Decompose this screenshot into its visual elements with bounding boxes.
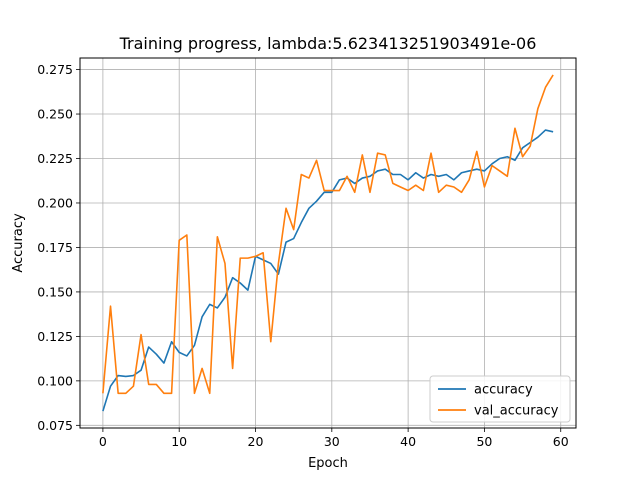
y-tick-label: 0.175 — [37, 240, 73, 255]
x-tick-label: 20 — [248, 434, 264, 449]
y-tick-label: 0.100 — [37, 373, 73, 388]
chart-title: Training progress, lambda:5.623413251903… — [119, 34, 537, 53]
x-tick-label: 60 — [553, 434, 569, 449]
y-tick-label: 0.075 — [37, 418, 73, 433]
y-tick-label: 0.150 — [37, 284, 73, 299]
y-tick-label: 0.275 — [37, 62, 73, 77]
legend: accuracy val_accuracy — [429, 375, 571, 423]
y-tick-label: 0.200 — [37, 195, 73, 210]
plot-frame — [79, 57, 577, 429]
legend-entry: accuracy — [474, 383, 533, 398]
legend-entry: val_accuracy — [474, 404, 559, 419]
y-axis-label: Accuracy — [11, 213, 26, 273]
grid — [80, 58, 576, 428]
y-tick-label: 0.250 — [37, 107, 73, 122]
series-line-val-accuracy — [102, 74, 554, 395]
x-tick-label: 50 — [476, 434, 492, 449]
x-tick-label: 10 — [171, 434, 187, 449]
y-tick-label: 0.225 — [37, 151, 73, 166]
axis-ticks: 0 10 20 30 40 50 60 0.075 0.100 0.125 0.150 0.175 0.… — [37, 62, 569, 449]
y-tick-label: 0.125 — [37, 329, 73, 344]
x-tick-label: 40 — [400, 434, 416, 449]
series-line-accuracy — [102, 129, 554, 412]
series-lines — [102, 74, 554, 412]
x-axis-label: Epoch — [308, 456, 348, 471]
x-tick-label: 0 — [99, 434, 107, 449]
x-tick-label: 30 — [324, 434, 340, 449]
